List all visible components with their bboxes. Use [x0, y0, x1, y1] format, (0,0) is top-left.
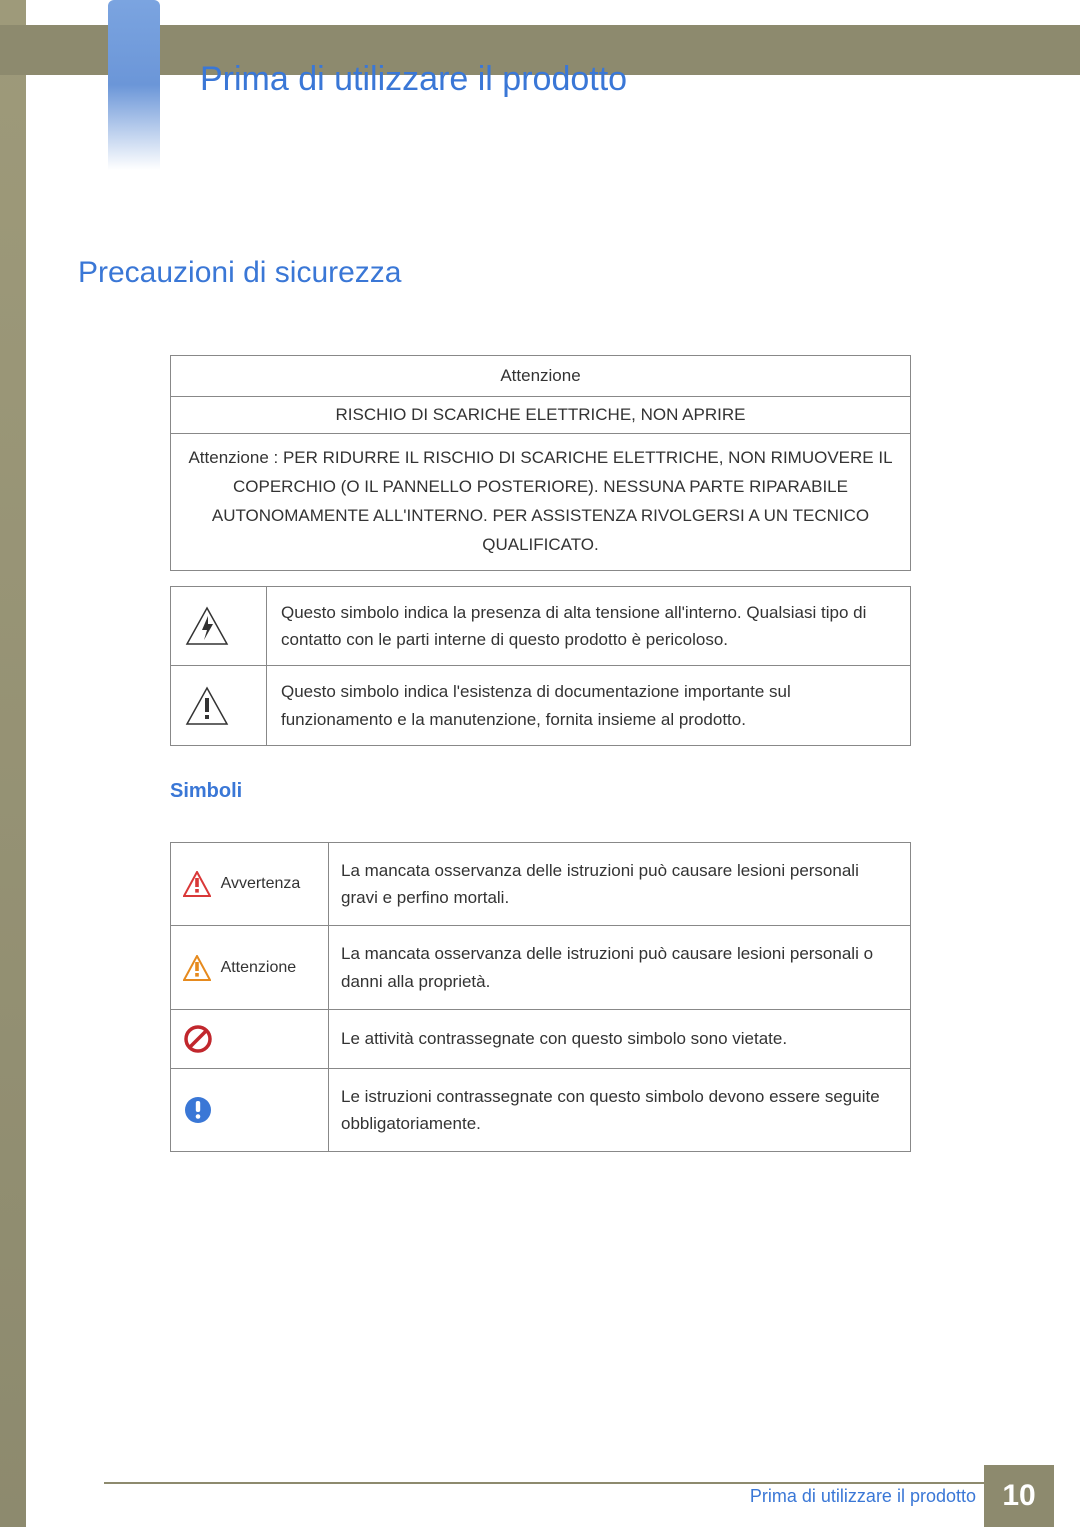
table-row: Avvertenza La mancata osservanza delle i… — [171, 843, 911, 926]
symbol-cell — [171, 666, 267, 745]
important-doc-icon — [185, 686, 229, 726]
footer-line — [104, 1482, 984, 1484]
simboli-table: Avvertenza La mancata osservanza delle i… — [170, 842, 911, 1152]
label-cell: Attenzione — [171, 926, 329, 1009]
label-text: Attenzione — [221, 959, 297, 976]
footer: Prima di utilizzare il prodotto 10 — [0, 1465, 1080, 1527]
table-row: Questo simbolo indica la presenza di alt… — [171, 587, 911, 666]
warning-red-icon — [183, 871, 211, 897]
high-voltage-icon — [185, 606, 229, 646]
section-title: Precauzioni di sicurezza — [78, 256, 401, 290]
description-text: La mancata osservanza delle istruzioni p… — [329, 926, 911, 1009]
warning-box-header: Attenzione — [171, 356, 910, 397]
symbol-description: Questo simbolo indica l'esistenza di doc… — [267, 666, 911, 745]
page-title: Prima di utilizzare il prodotto — [200, 60, 627, 99]
warning-orange-icon — [183, 955, 211, 981]
table-row: Attenzione La mancata osservanza delle i… — [171, 926, 911, 1009]
label-text: Avvertenza — [221, 875, 301, 892]
mandatory-icon — [183, 1095, 213, 1125]
table-row: Le istruzioni contrassegnate con questo … — [171, 1068, 911, 1151]
label-cell — [171, 1009, 329, 1068]
description-text: La mancata osservanza delle istruzioni p… — [329, 843, 911, 926]
symbol-description: Questo simbolo indica la presenza di alt… — [267, 587, 911, 666]
warning-box: Attenzione RISCHIO DI SCARICHE ELETTRICH… — [170, 355, 911, 571]
symbol-cell — [171, 587, 267, 666]
warning-box-body: Attenzione : PER RIDURRE IL RISCHIO DI S… — [171, 434, 910, 570]
prohibit-icon — [183, 1024, 213, 1054]
label-cell — [171, 1068, 329, 1151]
table-row: Questo simbolo indica l'esistenza di doc… — [171, 666, 911, 745]
warning-box-subheader: RISCHIO DI SCARICHE ELETTRICHE, NON APRI… — [171, 397, 910, 434]
description-text: Le attività contrassegnate con questo si… — [329, 1009, 911, 1068]
symbol-description-table: Questo simbolo indica la presenza di alt… — [170, 586, 911, 746]
subsection-title: Simboli — [170, 780, 242, 803]
label-cell: Avvertenza — [171, 843, 329, 926]
left-stripe — [0, 0, 26, 1527]
description-text: Le istruzioni contrassegnate con questo … — [329, 1068, 911, 1151]
page-number-badge: 10 — [984, 1465, 1054, 1527]
table-row: Le attività contrassegnate con questo si… — [171, 1009, 911, 1068]
blue-tab — [108, 0, 160, 170]
footer-text: Prima di utilizzare il prodotto — [750, 1486, 976, 1507]
